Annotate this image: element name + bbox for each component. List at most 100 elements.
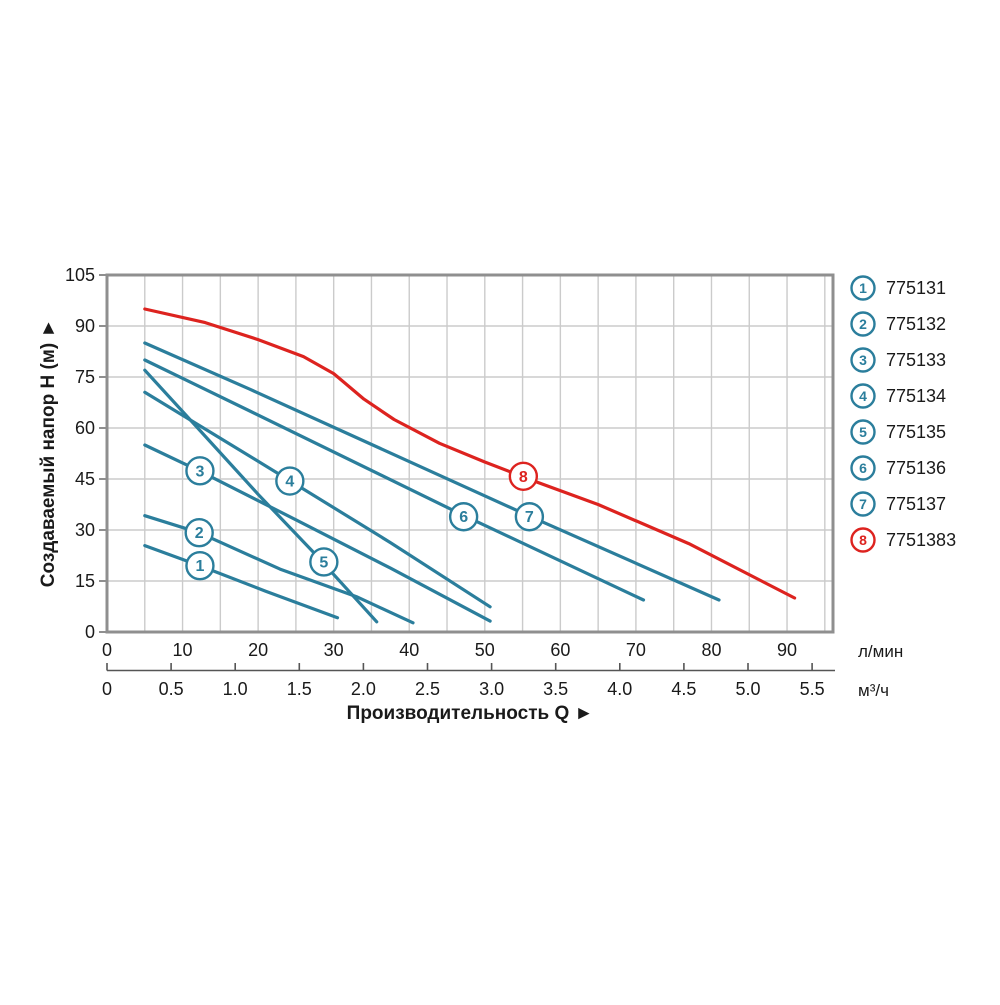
grid-lines <box>107 275 833 632</box>
curve-badge-number: 7 <box>525 509 534 526</box>
x-tick-label-lmin: 90 <box>777 640 797 660</box>
x-tick-label-lmin: 30 <box>324 640 344 660</box>
x-axis-unit-lmin: л/мин <box>858 642 903 661</box>
x-tick-label-m3h: 4.5 <box>671 679 696 699</box>
legend-badge-8 <box>850 527 876 553</box>
y-tick-label: 90 <box>75 316 95 336</box>
y-axis-ticks <box>99 274 107 633</box>
legend-item-2: 2 775132 <box>850 311 946 337</box>
x-axis-lmin-tick-labels: 0 10 20 30 40 50 60 70 80 90 <box>102 640 797 660</box>
legend-badge-number: 7 <box>859 496 867 512</box>
legend-item-3: 3 775133 <box>850 347 946 373</box>
legend-badge-6 <box>850 455 876 481</box>
x-tick-label-m3h: 1.5 <box>287 679 312 699</box>
x-axis-m3h-scale: 0 0.5 1.0 1.5 2.0 2.5 3.0 3.5 4.0 4.5 5.0 5.5 <box>102 663 835 699</box>
legend-item-code: 775133 <box>886 350 946 370</box>
legend-badge-number: 3 <box>859 352 867 368</box>
legend-item-code: 775137 <box>886 494 946 514</box>
legend-item-code: 7751383 <box>886 530 956 550</box>
curve-badge-number: 4 <box>285 474 294 491</box>
legend-item-code: 775132 <box>886 314 946 334</box>
pump-curves <box>143 307 797 625</box>
y-tick-label: 60 <box>75 418 95 438</box>
y-tick-label: 45 <box>75 469 95 489</box>
x-tick-label-lmin: 70 <box>626 640 646 660</box>
legend-badge-number: 2 <box>859 316 867 332</box>
curve-2 <box>143 514 415 625</box>
x-tick-label-lmin: 0 <box>102 640 112 660</box>
y-tick-label: 105 <box>65 265 95 285</box>
curve-badge-8 <box>508 461 539 491</box>
x-tick-label-m3h: 2.0 <box>351 679 376 699</box>
x-tick-label-m3h: 0 <box>102 679 112 699</box>
curve-badge-5 <box>309 547 339 577</box>
legend: 1 775131 2 775132 3 775133 4 775134 5 775135 6 7751… <box>850 275 956 553</box>
legend-badge-1 <box>850 275 876 301</box>
curve-badge-4 <box>275 466 305 496</box>
curve-badge-1 <box>185 551 215 581</box>
y-tick-label: 75 <box>75 367 95 387</box>
legend-badge-2 <box>850 311 876 337</box>
legend-item-8: 8 7751383 <box>850 527 956 553</box>
legend-badge-4 <box>850 383 876 409</box>
legend-item-6: 6 775136 <box>850 455 946 481</box>
legend-item-4: 4 775134 <box>850 383 946 409</box>
y-axis-title: Создаваемый напор H (м) ► <box>38 319 59 588</box>
x-tick-label-m3h: 2.5 <box>415 679 440 699</box>
curve-5 <box>143 368 379 624</box>
curve-badge-7 <box>514 502 545 532</box>
curve-badge-number: 8 <box>519 469 528 486</box>
x-tick-label-lmin: 60 <box>550 640 570 660</box>
y-tick-label: 30 <box>75 520 95 540</box>
x-tick-label-m3h: 0.5 <box>159 679 184 699</box>
curve-badge-2 <box>184 518 214 548</box>
curve-badge-number: 1 <box>195 558 204 575</box>
curve-badge-3 <box>185 456 215 486</box>
legend-item-5: 5 775135 <box>850 419 946 445</box>
legend-item-1: 1 775131 <box>850 275 946 301</box>
curve-3 <box>143 443 492 623</box>
x-tick-label-lmin: 80 <box>701 640 721 660</box>
curve-badge-number: 2 <box>195 525 204 542</box>
curve-1 <box>143 543 340 620</box>
x-tick-label-lmin: 20 <box>248 640 268 660</box>
curve-badge-number: 6 <box>459 509 468 526</box>
y-axis-tick-labels: 105 90 75 60 45 30 15 0 <box>65 265 95 642</box>
legend-item-code: 775131 <box>886 278 946 298</box>
legend-badge-number: 6 <box>859 460 867 476</box>
legend-badge-5 <box>850 419 876 445</box>
x-tick-label-lmin: 40 <box>399 640 419 660</box>
legend-badge-3 <box>850 347 876 373</box>
legend-badge-number: 8 <box>859 532 867 548</box>
curve-7 <box>143 341 721 602</box>
x-tick-label-m3h: 5.0 <box>735 679 760 699</box>
curve-number-badges: 1 2 3 4 5 6 7 8 <box>184 456 545 581</box>
x-tick-label-lmin: 10 <box>173 640 193 660</box>
legend-item-code: 775135 <box>886 422 946 442</box>
curve-badge-number: 5 <box>319 554 328 571</box>
legend-badge-number: 1 <box>859 280 867 296</box>
y-tick-label: 15 <box>75 571 95 591</box>
legend-badge-number: 4 <box>859 388 867 404</box>
legend-item-7: 7 775137 <box>850 491 946 517</box>
curve-8 <box>143 307 797 600</box>
curve-badge-6 <box>448 502 479 532</box>
y-tick-label: 0 <box>85 622 95 642</box>
x-tick-label-m3h: 4.0 <box>607 679 632 699</box>
plot-border <box>105 273 835 634</box>
x-tick-label-m3h: 5.5 <box>800 679 825 699</box>
curve-6 <box>143 358 646 602</box>
x-tick-label-m3h: 3.5 <box>543 679 568 699</box>
x-axis-unit-m3h: м³/ч <box>858 681 889 700</box>
x-tick-label-m3h: 1.0 <box>223 679 248 699</box>
legend-badge-7 <box>850 491 876 517</box>
legend-item-code: 775134 <box>886 386 946 406</box>
legend-item-code: 775136 <box>886 458 946 478</box>
legend-badge-number: 5 <box>859 424 867 440</box>
x-axis-title: Производительность Q ► <box>347 703 594 724</box>
x-tick-label-m3h: 3.0 <box>479 679 504 699</box>
curve-badge-number: 3 <box>195 463 204 480</box>
x-tick-label-lmin: 50 <box>475 640 495 660</box>
